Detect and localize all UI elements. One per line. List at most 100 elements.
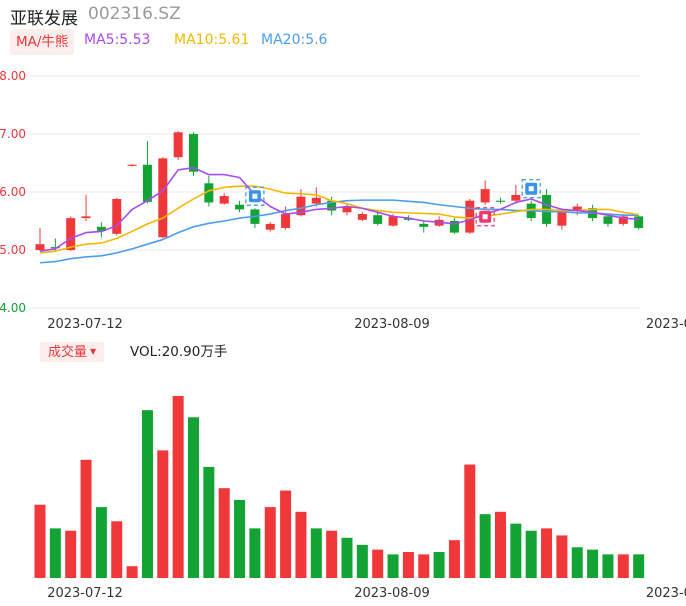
price-tick-label: 6.00 [0,185,26,199]
candle [265,223,275,230]
candle [572,206,582,211]
candle [219,196,229,204]
volume-bar [157,450,169,578]
candle [50,247,60,249]
volume-bar [418,554,430,578]
volume-date-label: 2023-07-12 [47,586,123,601]
candle [173,132,183,158]
candle [603,216,613,224]
candle [419,223,429,227]
volume-bar [571,547,583,578]
volume-bar [295,511,307,578]
volume-bar [218,488,230,578]
volume-bar [556,535,568,578]
volume-bar [587,549,599,578]
candle [158,158,168,238]
price-tick-label: 7.00 [0,127,26,141]
candle [357,214,367,220]
candle [81,216,91,219]
price-tick-label: 5.00 [0,243,26,257]
volume-bar [372,549,384,578]
volume-bar [111,521,123,578]
candle [296,196,306,216]
candle [388,216,398,226]
candle [66,218,76,250]
price-date-label: 2023-08-09 [354,317,430,332]
volume-bar [510,523,522,578]
volume-bar [264,507,276,578]
ma10-label: MA10:5.61 [174,32,250,48]
volume-bar [356,544,368,578]
candle [189,134,198,172]
volume-bar [65,530,77,578]
candle [634,216,644,228]
price-date-label: 2023-07-12 [47,317,123,332]
candle [235,204,245,210]
candle [618,216,628,224]
ma-indicator-selector[interactable]: MA/牛熊 [10,29,75,55]
volume-bar [34,504,46,578]
candle [403,218,413,220]
stock-name: 亚联发展 [10,9,78,29]
candle [465,200,475,233]
volume-bar [95,507,107,578]
volume-bar [617,554,629,578]
volume-bar [387,554,399,578]
volume-bar [80,459,92,578]
volume-bar [310,528,322,578]
volume-indicator-selector[interactable]: 成交量 ▼ [40,342,105,362]
volume-bar [249,528,261,578]
candle [112,198,122,234]
candle [96,226,106,231]
volume-bar [49,528,61,578]
volume-bar [541,528,553,578]
volume-value: VOL:20.90万手 [130,344,228,360]
volume-tag-label: 成交量 [48,345,88,360]
ma20-label: MA20:5.6 [261,32,328,48]
volume-bar [602,554,614,578]
volume-bar [479,514,491,578]
volume-bar [464,464,476,578]
candle [449,221,459,233]
pink-badge-icon [475,207,495,227]
ma5-line [39,166,639,252]
candle [496,200,505,202]
price-tick-label: 8.00 [0,69,26,83]
ma10-line [39,185,639,254]
candle [327,200,337,211]
candle [557,209,567,226]
volume-bar [448,540,460,578]
volume-bar [402,552,414,578]
price-tick-label: 4.00 [0,301,26,315]
volume-date-label: 2023-08-09 [354,586,430,601]
candle [35,244,45,250]
caret-down-icon: ▼ [90,347,97,356]
candle [511,194,521,201]
ma5-label: MA5:5.53 [84,32,151,48]
volume-bar [234,500,246,578]
volume-bar [172,396,184,578]
candle [281,214,291,228]
blue-badge-icon [521,179,541,199]
volume-bar [280,490,292,578]
volume-bar [633,554,645,578]
volume-date-label: 2023-09-05 [646,586,686,601]
candle [342,206,352,213]
volume-bar [525,530,537,578]
volume-bar [126,566,138,578]
volume-bar [188,417,199,578]
stock-code: 002316.SZ [88,4,181,24]
volume-bar [141,410,153,578]
candle [373,215,383,224]
volume-bar [326,530,338,578]
candle [311,197,321,204]
volume-bar [341,537,353,578]
candle [204,183,214,203]
volume-bar [203,466,215,578]
candle [127,164,137,166]
blue-badge-icon [245,186,265,206]
candle [142,164,152,202]
price-date-label: 2023-09-05 [646,317,686,332]
candle [480,189,490,203]
